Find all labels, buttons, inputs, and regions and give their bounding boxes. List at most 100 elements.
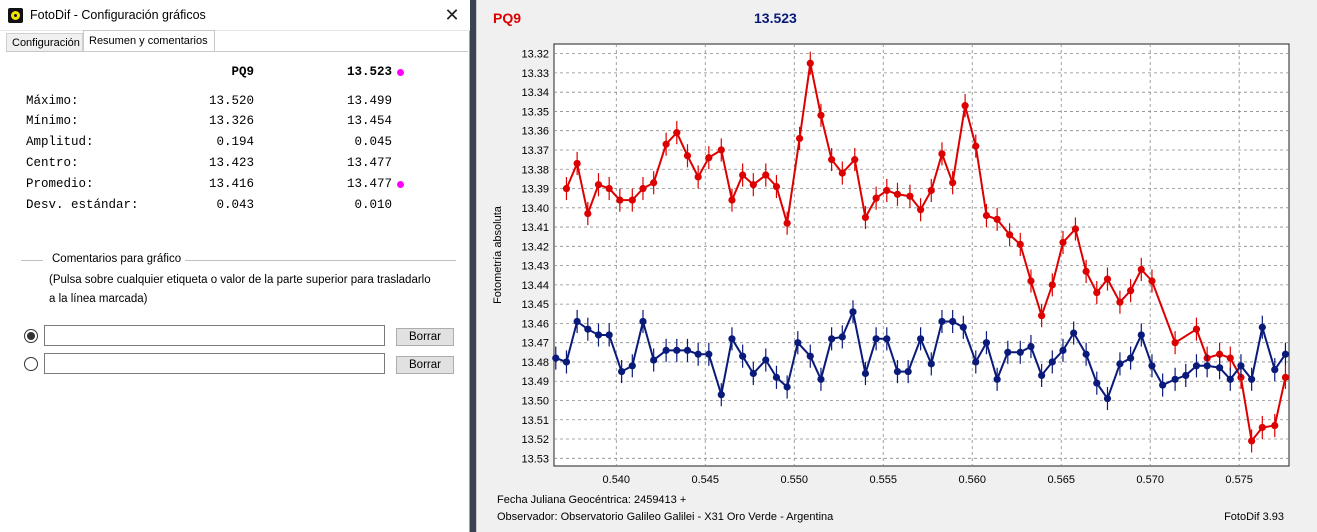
stat-minimo-ref[interactable]: 13.454 — [346, 114, 392, 128]
chart-panel: PQ9 13.523 13.32 13.33 13.34 13.35 13.36 13.3… — [476, 0, 1317, 532]
window-title: FotoDif - Configuración gráficos — [30, 8, 206, 22]
stat-label-promedio[interactable]: Promedio: — [26, 177, 94, 191]
clear-line2-button[interactable]: Borrar — [396, 356, 454, 374]
clear-line1-button[interactable]: Borrar — [396, 328, 454, 346]
y-tick-label: 13.51 — [521, 415, 549, 427]
y-tick-label: 13.42 — [521, 241, 549, 253]
data-point — [1258, 423, 1266, 432]
data-point — [872, 194, 880, 202]
x-tick-label: 0.565 — [1047, 474, 1075, 486]
stat-centro-pq9[interactable]: 13.423 — [208, 156, 254, 170]
data-point — [762, 171, 770, 179]
comment-line1-radio[interactable] — [24, 329, 38, 343]
y-tick-label: 13.36 — [521, 126, 549, 138]
data-point — [762, 356, 770, 364]
data-point — [749, 181, 757, 189]
x-tick-label: 0.560 — [958, 474, 986, 486]
data-point — [851, 156, 859, 164]
data-point — [584, 209, 592, 218]
data-point — [982, 211, 991, 220]
data-point — [817, 375, 825, 383]
data-point — [705, 350, 713, 358]
data-point — [628, 196, 636, 204]
stat-maximo-ref[interactable]: 13.499 — [346, 94, 392, 108]
data-point — [1059, 346, 1067, 354]
data-point — [1192, 362, 1201, 370]
y-tick-label: 13.44 — [521, 280, 549, 292]
comment-line2-radio[interactable] — [24, 357, 38, 371]
y-tick-label: 13.35 — [521, 106, 549, 118]
summary-col2-header[interactable]: 13.523 — [346, 65, 392, 79]
stat-label-desv[interactable]: Desv. estándar: — [26, 198, 139, 212]
stat-amplitud-ref[interactable]: 0.045 — [354, 135, 392, 149]
data-point — [982, 339, 991, 347]
series1-header-label[interactable]: PQ9 — [493, 10, 521, 26]
tab-configuracion[interactable]: Configuración — [6, 33, 83, 52]
footer-date-label: Fecha Juliana Geocéntrica: 2459413 + — [497, 494, 686, 506]
data-point — [927, 360, 935, 368]
data-point — [772, 373, 781, 381]
data-point — [705, 154, 713, 162]
data-point — [838, 333, 846, 341]
data-point — [1116, 298, 1124, 306]
y-tick-label: 13.39 — [521, 184, 549, 196]
data-point — [1116, 360, 1124, 368]
series-marker-dot — [397, 69, 404, 76]
stat-minimo-pq9[interactable]: 13.326 — [208, 114, 254, 128]
data-point — [794, 339, 802, 347]
comments-hint-line1: (Pulsa sobre cualquier etiqueta o valor … — [49, 274, 431, 286]
data-point — [728, 196, 736, 204]
x-tick-label: 0.570 — [1136, 474, 1164, 486]
data-point — [1192, 325, 1201, 333]
group-border-left — [21, 260, 43, 261]
stat-label-amplitud[interactable]: Amplitud: — [26, 135, 94, 149]
stat-desv-pq9[interactable]: 0.043 — [216, 198, 254, 212]
data-point — [917, 206, 925, 214]
data-point — [927, 186, 935, 195]
close-button[interactable]: ✕ — [444, 5, 460, 25]
data-point — [1004, 348, 1012, 356]
comment-line2-input[interactable] — [44, 353, 385, 374]
data-point — [584, 325, 592, 333]
stat-label-centro[interactable]: Centro: — [26, 156, 79, 170]
data-point — [1171, 375, 1179, 383]
data-point — [817, 111, 825, 119]
summary-col1-header[interactable]: PQ9 — [231, 65, 254, 79]
data-point — [1070, 329, 1078, 337]
series2-header-label[interactable]: 13.523 — [754, 10, 797, 26]
data-point — [949, 179, 957, 187]
data-point — [1281, 350, 1290, 358]
tab-resumen-comentarios[interactable]: Resumen y comentarios — [83, 30, 215, 52]
series-line — [565, 63, 1287, 444]
stat-label-maximo[interactable]: Máximo: — [26, 94, 79, 108]
data-point — [573, 159, 581, 168]
y-tick-label: 13.45 — [521, 299, 549, 311]
group-border-right — [185, 260, 456, 261]
data-point — [1271, 366, 1279, 374]
stat-promedio-ref[interactable]: 13.477 — [346, 177, 392, 191]
stat-centro-ref[interactable]: 13.477 — [346, 156, 392, 170]
data-point — [959, 323, 967, 331]
data-point — [673, 129, 681, 137]
data-point — [562, 358, 571, 366]
data-point — [849, 308, 857, 316]
stat-promedio-pq9[interactable]: 13.416 — [208, 177, 254, 191]
stat-amplitud-pq9[interactable]: 0.194 — [216, 135, 254, 149]
data-point — [783, 219, 791, 227]
data-point — [1171, 339, 1179, 347]
y-tick-label: 13.50 — [521, 395, 549, 407]
y-tick-label: 13.34 — [521, 87, 549, 99]
data-point — [1226, 354, 1234, 362]
data-point — [1248, 437, 1256, 445]
comment-line1-input[interactable] — [44, 325, 385, 346]
data-point — [1281, 373, 1290, 381]
stat-desv-ref[interactable]: 0.010 — [354, 198, 392, 212]
data-point — [1059, 238, 1067, 247]
y-tick-label: 13.48 — [521, 357, 549, 369]
y-axis-label: Fotometría absoluta — [492, 205, 504, 304]
data-point — [739, 352, 747, 360]
data-point — [1071, 225, 1080, 233]
stat-maximo-pq9[interactable]: 13.520 — [208, 94, 254, 108]
stat-label-minimo[interactable]: Mínimo: — [26, 114, 79, 128]
data-point — [1016, 240, 1024, 249]
